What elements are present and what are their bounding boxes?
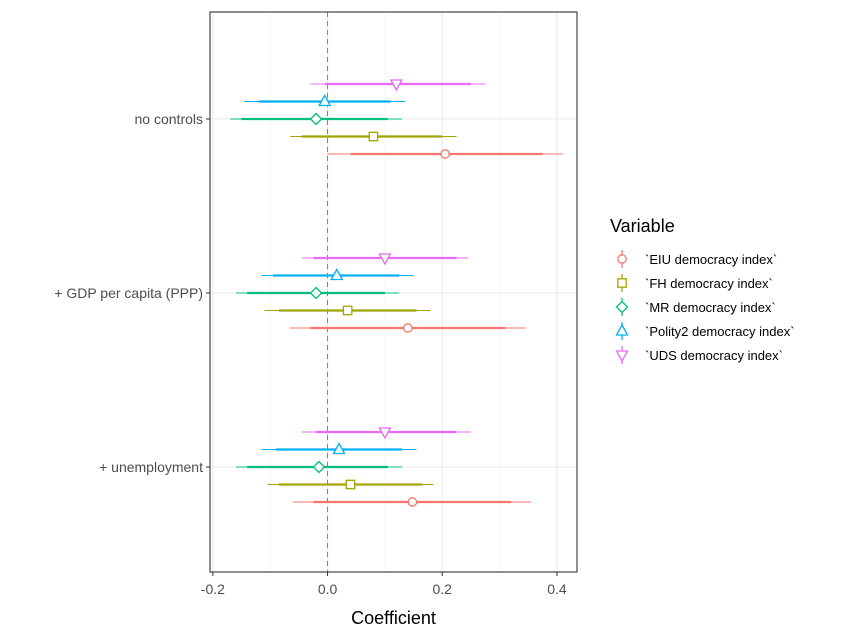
- legend-key-marker: [618, 279, 626, 287]
- legend: Variable `EIU democracy index` `FH democr…: [610, 216, 795, 364]
- x-tick-label: 0.0: [318, 581, 338, 597]
- x-axis-title: Coefficient: [351, 608, 436, 628]
- legend-key-marker: [617, 351, 628, 361]
- legend-label: `MR democracy index`: [645, 300, 776, 315]
- y-tick-label: + unemployment: [99, 459, 203, 475]
- point-estimate: [408, 498, 416, 506]
- legend-label: `Polity2 democracy index`: [645, 324, 795, 339]
- legend-label: `UDS democracy index`: [645, 348, 783, 363]
- x-tick-label: 0.4: [547, 581, 567, 597]
- x-axis: -0.2 0.0 0.2 0.4: [201, 572, 567, 597]
- point-estimate: [441, 150, 449, 158]
- y-tick-label: no controls: [135, 111, 203, 127]
- legend-label: `EIU democracy index`: [645, 252, 777, 267]
- legend-key-marker: [618, 255, 626, 263]
- x-tick-label: 0.2: [433, 581, 453, 597]
- point-estimate: [343, 306, 351, 314]
- legend-title: Variable: [610, 216, 675, 236]
- point-estimate: [369, 132, 377, 140]
- point-estimate: [311, 288, 322, 299]
- legend-label: `FH democracy index`: [645, 276, 773, 291]
- point-estimate: [313, 462, 324, 473]
- y-axis: no controls + GDP per capita (PPP) + unemp…: [54, 111, 210, 475]
- x-tick-label: -0.2: [201, 581, 225, 597]
- point-estimate: [311, 114, 322, 125]
- legend-key-marker: [617, 302, 628, 313]
- point-estimate: [346, 480, 354, 488]
- legend-key-marker: [617, 325, 628, 335]
- point-estimate: [404, 324, 412, 332]
- y-tick-label: + GDP per capita (PPP): [54, 285, 203, 301]
